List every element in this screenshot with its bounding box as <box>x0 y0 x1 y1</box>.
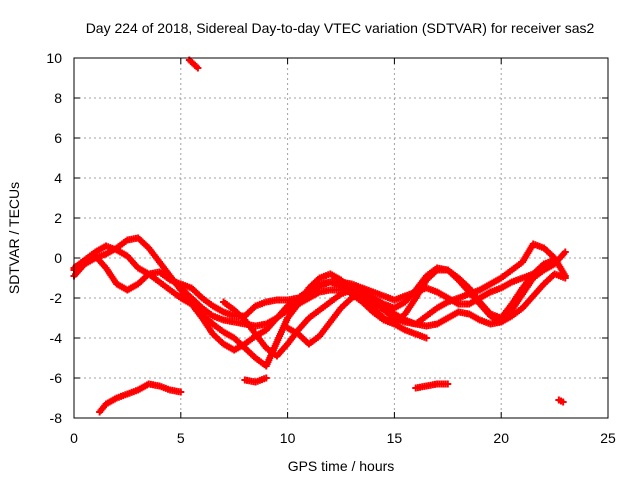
data-point <box>262 374 270 382</box>
plot-frame <box>73 57 609 419</box>
x-axis-label: GPS time / hours <box>288 458 395 474</box>
data-point <box>540 266 548 274</box>
y-tick-labels: -8 -6 -4 -2 0 2 4 6 8 10 <box>46 50 62 426</box>
data-point <box>177 388 185 396</box>
x-tick-labels: 0 5 10 15 20 25 <box>70 430 616 446</box>
x-tick-label: 0 <box>70 430 78 446</box>
y-tick-label: 2 <box>54 210 62 226</box>
x-tick-label: 20 <box>493 430 509 446</box>
y-axis-label: SDTVAR / TECUs <box>6 182 22 294</box>
data-point <box>422 334 430 342</box>
y-tick-label: 0 <box>54 250 62 266</box>
y-tick-label: 4 <box>54 170 62 186</box>
y-tick-label: 10 <box>46 50 62 66</box>
x-tick-label: 5 <box>177 430 185 446</box>
chart-title: Day 224 of 2018, Sidereal Day-to-day VTE… <box>86 20 595 36</box>
y-tick-label: 8 <box>54 90 62 106</box>
data-point <box>559 398 567 406</box>
y-tick-label: 6 <box>54 130 62 146</box>
grid <box>74 58 608 418</box>
x-tick-label: 15 <box>387 430 403 446</box>
data-point <box>194 64 202 72</box>
x-tick-label: 25 <box>600 430 616 446</box>
y-tick-label: -8 <box>50 410 63 426</box>
data-point <box>561 274 569 282</box>
y-tick-label: -6 <box>50 370 63 386</box>
data-points <box>70 56 569 416</box>
x-tick-label: 10 <box>280 430 296 446</box>
tick-marks <box>73 57 609 419</box>
y-tick-label: -2 <box>50 290 63 306</box>
data-point <box>561 248 569 256</box>
y-tick-label: -4 <box>50 330 63 346</box>
data-point <box>444 380 452 388</box>
